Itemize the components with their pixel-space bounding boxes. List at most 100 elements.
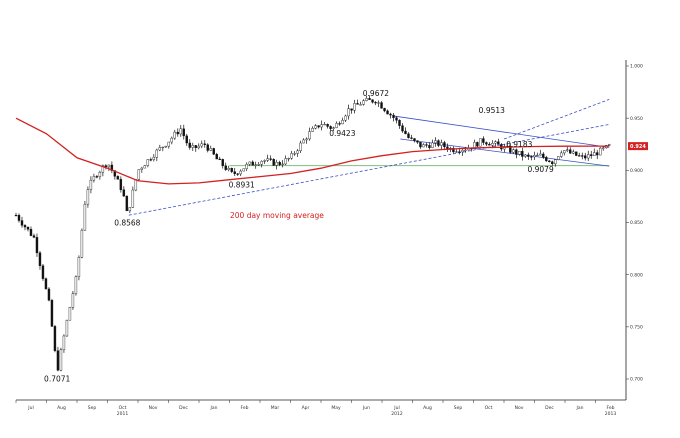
- month-label: Jan: [576, 405, 584, 411]
- candle-body: [407, 133, 410, 138]
- candle-body: [101, 165, 105, 173]
- candle-body: [599, 147, 602, 156]
- candle-body: [536, 154, 539, 157]
- candle-body: [80, 229, 84, 258]
- candle-body: [608, 144, 611, 146]
- candle-body: [32, 235, 36, 238]
- candle-body: [68, 307, 72, 321]
- candle-body: [368, 98, 371, 100]
- candle-body: [329, 126, 332, 129]
- candle-body: [401, 125, 404, 132]
- candle-body: [452, 147, 455, 153]
- month-label: Mar: [271, 405, 280, 411]
- candle-body: [497, 141, 500, 145]
- candle-body: [245, 164, 248, 169]
- candle-body: [326, 124, 329, 127]
- candle-body: [488, 143, 491, 146]
- candle-body: [308, 131, 311, 140]
- candle-body: [230, 168, 233, 172]
- month-label: Aug: [57, 405, 66, 411]
- candle-body: [551, 161, 554, 165]
- candle-body: [494, 141, 497, 144]
- candle-body: [128, 207, 132, 212]
- month-label: Nov: [149, 405, 158, 411]
- candle-body: [95, 176, 99, 178]
- candle-body: [296, 150, 299, 154]
- month-label: Jun: [362, 405, 370, 411]
- candle-body: [482, 138, 485, 143]
- month-label: Nov: [515, 405, 524, 411]
- candle-body: [371, 99, 374, 103]
- candle-body: [209, 148, 212, 151]
- candle-body: [485, 142, 488, 145]
- candle-body: [374, 101, 377, 104]
- candle-body: [44, 278, 48, 290]
- candle-body: [293, 153, 296, 155]
- candle-body: [254, 164, 257, 166]
- y-tick-label: 1.000: [630, 64, 643, 70]
- candle-body: [419, 142, 422, 148]
- candle-body: [155, 149, 159, 158]
- y-tick-label: 0.850: [630, 220, 643, 226]
- candle-body: [116, 176, 120, 180]
- price-annotation: 0.8568: [114, 218, 140, 227]
- candle-body: [350, 108, 353, 111]
- candle-body: [530, 156, 533, 158]
- candle-body: [311, 128, 314, 132]
- candle-body: [602, 147, 605, 149]
- candle-body: [125, 195, 129, 212]
- candle-body: [191, 145, 194, 148]
- candle-body: [53, 326, 57, 351]
- candle-body: [62, 335, 66, 350]
- candle-body: [572, 151, 575, 154]
- moving-average-line: [15, 117, 610, 185]
- candle-body: [206, 144, 209, 151]
- candle-body: [455, 151, 458, 153]
- candle-body: [542, 153, 545, 158]
- y-tick-label: 0.700: [630, 377, 643, 383]
- candle-body: [203, 143, 206, 145]
- candle-body: [257, 164, 260, 166]
- price-annotation: 0.7071: [44, 375, 70, 384]
- candle-body: [290, 153, 293, 159]
- candle-body: [86, 189, 90, 205]
- candle-body: [89, 179, 93, 190]
- candle-body: [56, 350, 60, 371]
- candle-body: [548, 160, 551, 163]
- candle-body: [581, 155, 584, 157]
- candle-body: [59, 349, 63, 371]
- candle-body: [137, 169, 141, 180]
- month-label: Jan: [210, 405, 218, 411]
- candle-body: [275, 162, 278, 166]
- overlay-lines-layer: [128, 99, 610, 216]
- candle-body: [74, 276, 78, 294]
- month-label: Dec: [179, 405, 188, 411]
- candle-body: [560, 152, 563, 157]
- candle-body: [131, 189, 135, 208]
- candle-body: [410, 137, 413, 139]
- candle-body: [263, 160, 266, 162]
- annotations-layer: 0.7071 0.8568 0.8931 0.9423 0.9672 0.9513 0.91…: [44, 89, 554, 383]
- candle-body: [323, 124, 326, 126]
- moving-average-label: 200 day moving average: [230, 211, 324, 220]
- candle-body: [50, 300, 54, 327]
- candle-body: [119, 179, 123, 190]
- candle-body: [260, 161, 263, 165]
- candle-body: [425, 144, 428, 146]
- candle-body: [182, 128, 185, 137]
- candle-body: [35, 237, 39, 254]
- candle-body: [335, 123, 338, 128]
- month-label: Feb: [241, 405, 249, 411]
- candle-body: [140, 167, 144, 170]
- candle-body: [521, 151, 524, 157]
- y-tick-label: 0.900: [630, 168, 643, 174]
- candle-body: [284, 158, 287, 165]
- candle-body: [386, 110, 389, 115]
- candle-body: [269, 158, 272, 160]
- candle-body: [83, 203, 87, 231]
- candle-body: [158, 147, 162, 151]
- candle-body: [422, 144, 425, 148]
- candle-body: [389, 113, 392, 116]
